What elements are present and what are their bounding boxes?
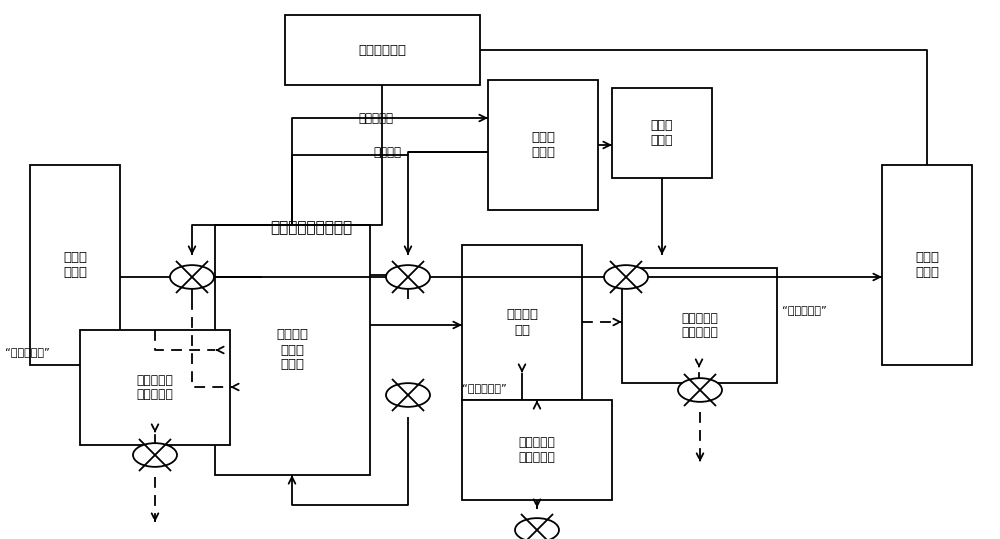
Text: 细胞状态调
节控制装置: 细胞状态调 节控制装置 [681,312,718,340]
Bar [612,88,712,178]
Text: 探头组数据: 探头组数据 [358,112,393,125]
Text: 控制指令: 控制指令 [373,146,401,158]
Bar [215,225,370,475]
Circle shape [386,383,430,407]
Bar [462,400,612,500]
Text: “联动方式二”: “联动方式二” [5,347,50,357]
Text: “联动方式一”: “联动方式一” [462,383,507,393]
Circle shape [386,265,430,289]
Circle shape [678,378,722,402]
Bar [488,80,598,210]
Circle shape [604,265,648,289]
Bar [882,165,972,365]
Circle shape [170,265,214,289]
Text: 在线监
控终端: 在线监 控终端 [531,131,555,159]
Text: “联动方式三”: “联动方式三” [782,305,827,315]
Text: 细胞状态调
节控制装置: 细胞状态调 节控制装置 [137,374,173,402]
Text: 流体无菌控速推动器: 流体无菌控速推动器 [270,220,352,236]
Bar [462,245,582,400]
Circle shape [515,518,559,539]
Bar [80,330,230,445]
Text: 速度调节指令: 速度调节指令 [358,44,406,57]
Text: 细胞状态调
节控制装置: 细胞状态调 节控制装置 [519,436,555,464]
Text: 上清液
收获罐: 上清液 收获罐 [915,251,939,279]
Bar [30,165,120,365]
Bar [285,15,480,85]
Text: 速度调
节指令: 速度调 节指令 [651,119,673,147]
Text: 细胞截留
装置: 细胞截留 装置 [506,308,538,336]
Circle shape [133,443,177,467]
Text: 培养液
储存罐: 培养液 储存罐 [63,251,87,279]
Bar [622,268,777,383]
Text: 可监控细
胞生物
反应器: 可监控细 胞生物 反应器 [276,328,308,371]
